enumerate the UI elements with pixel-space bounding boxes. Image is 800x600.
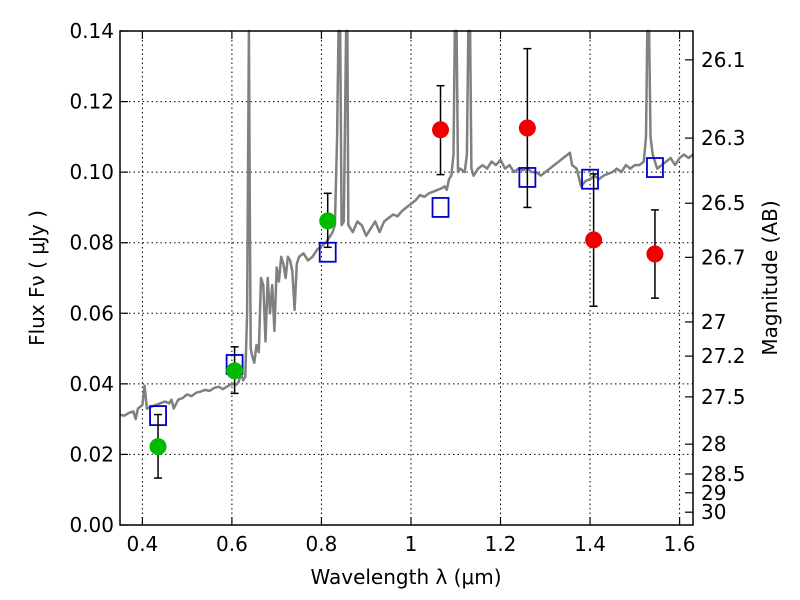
plot-frame: [119, 30, 694, 526]
mag-tick-label: 26.5: [701, 191, 746, 215]
observed-flux-point: [319, 212, 337, 230]
x-tick-label: 1.4: [574, 532, 606, 556]
x-tick-label: 1.2: [485, 532, 517, 556]
observed-flux-point: [226, 362, 244, 380]
mag-tick-label: 28: [701, 432, 726, 456]
y-tick-label: 0.02: [69, 442, 114, 466]
mag-tick-label: 26.1: [701, 48, 746, 72]
x-tick-label: 1.6: [664, 532, 696, 556]
y-tick-label: 0.10: [69, 160, 114, 184]
grid-layer: [120, 30, 693, 526]
mag-tick-label: 26.3: [701, 126, 746, 150]
mag-tick-label: 28.5: [701, 462, 746, 486]
y-axis-title-right: Magnitude (AB): [758, 200, 782, 355]
y-tick-label: 0.04: [69, 372, 114, 396]
x-tick-label: 0.8: [306, 532, 338, 556]
y-tick-label: 0.08: [69, 231, 114, 255]
observed-flux-point: [149, 438, 167, 456]
model-photometry-square: [431, 197, 450, 218]
y-tick-label: 0.14: [69, 19, 114, 43]
observed-flux-point: [518, 119, 536, 137]
x-tick-label: 0.6: [216, 532, 248, 556]
tick-layer: 0.4 0.6 0.8 1 1.2 1.4 1.6 0.00 0.02 0.04 0.06 0.08 0…: [69, 19, 745, 556]
plot-layer: [119, 29, 694, 479]
x-axis-title: Wavelength λ (μm): [310, 565, 501, 589]
model-spectrum-line: [119, 29, 694, 421]
observed-flux-point: [432, 121, 450, 139]
x-tick-label: 0.4: [126, 532, 158, 556]
mag-tick-label: 27.5: [701, 385, 746, 409]
mag-tick-label: 27.2: [701, 344, 746, 368]
observed-flux-point: [646, 245, 664, 263]
y-tick-label: 0.06: [69, 301, 114, 325]
y-tick-label: 0.12: [69, 90, 114, 114]
mag-tick-label: 26.7: [701, 245, 746, 269]
mag-tick-label: 29: [701, 481, 726, 505]
observed-flux-point: [585, 231, 603, 249]
model-photometry-square: [646, 157, 664, 178]
mag-tick-label: 30: [701, 500, 726, 524]
y-axis-title-left: Flux Fν ( μJy ): [25, 210, 49, 346]
x-tick-label: 1: [405, 532, 418, 556]
y-tick-label: 0.00: [69, 513, 114, 537]
mag-tick-label: 27: [701, 310, 726, 334]
model-photometry-square: [581, 168, 599, 190]
